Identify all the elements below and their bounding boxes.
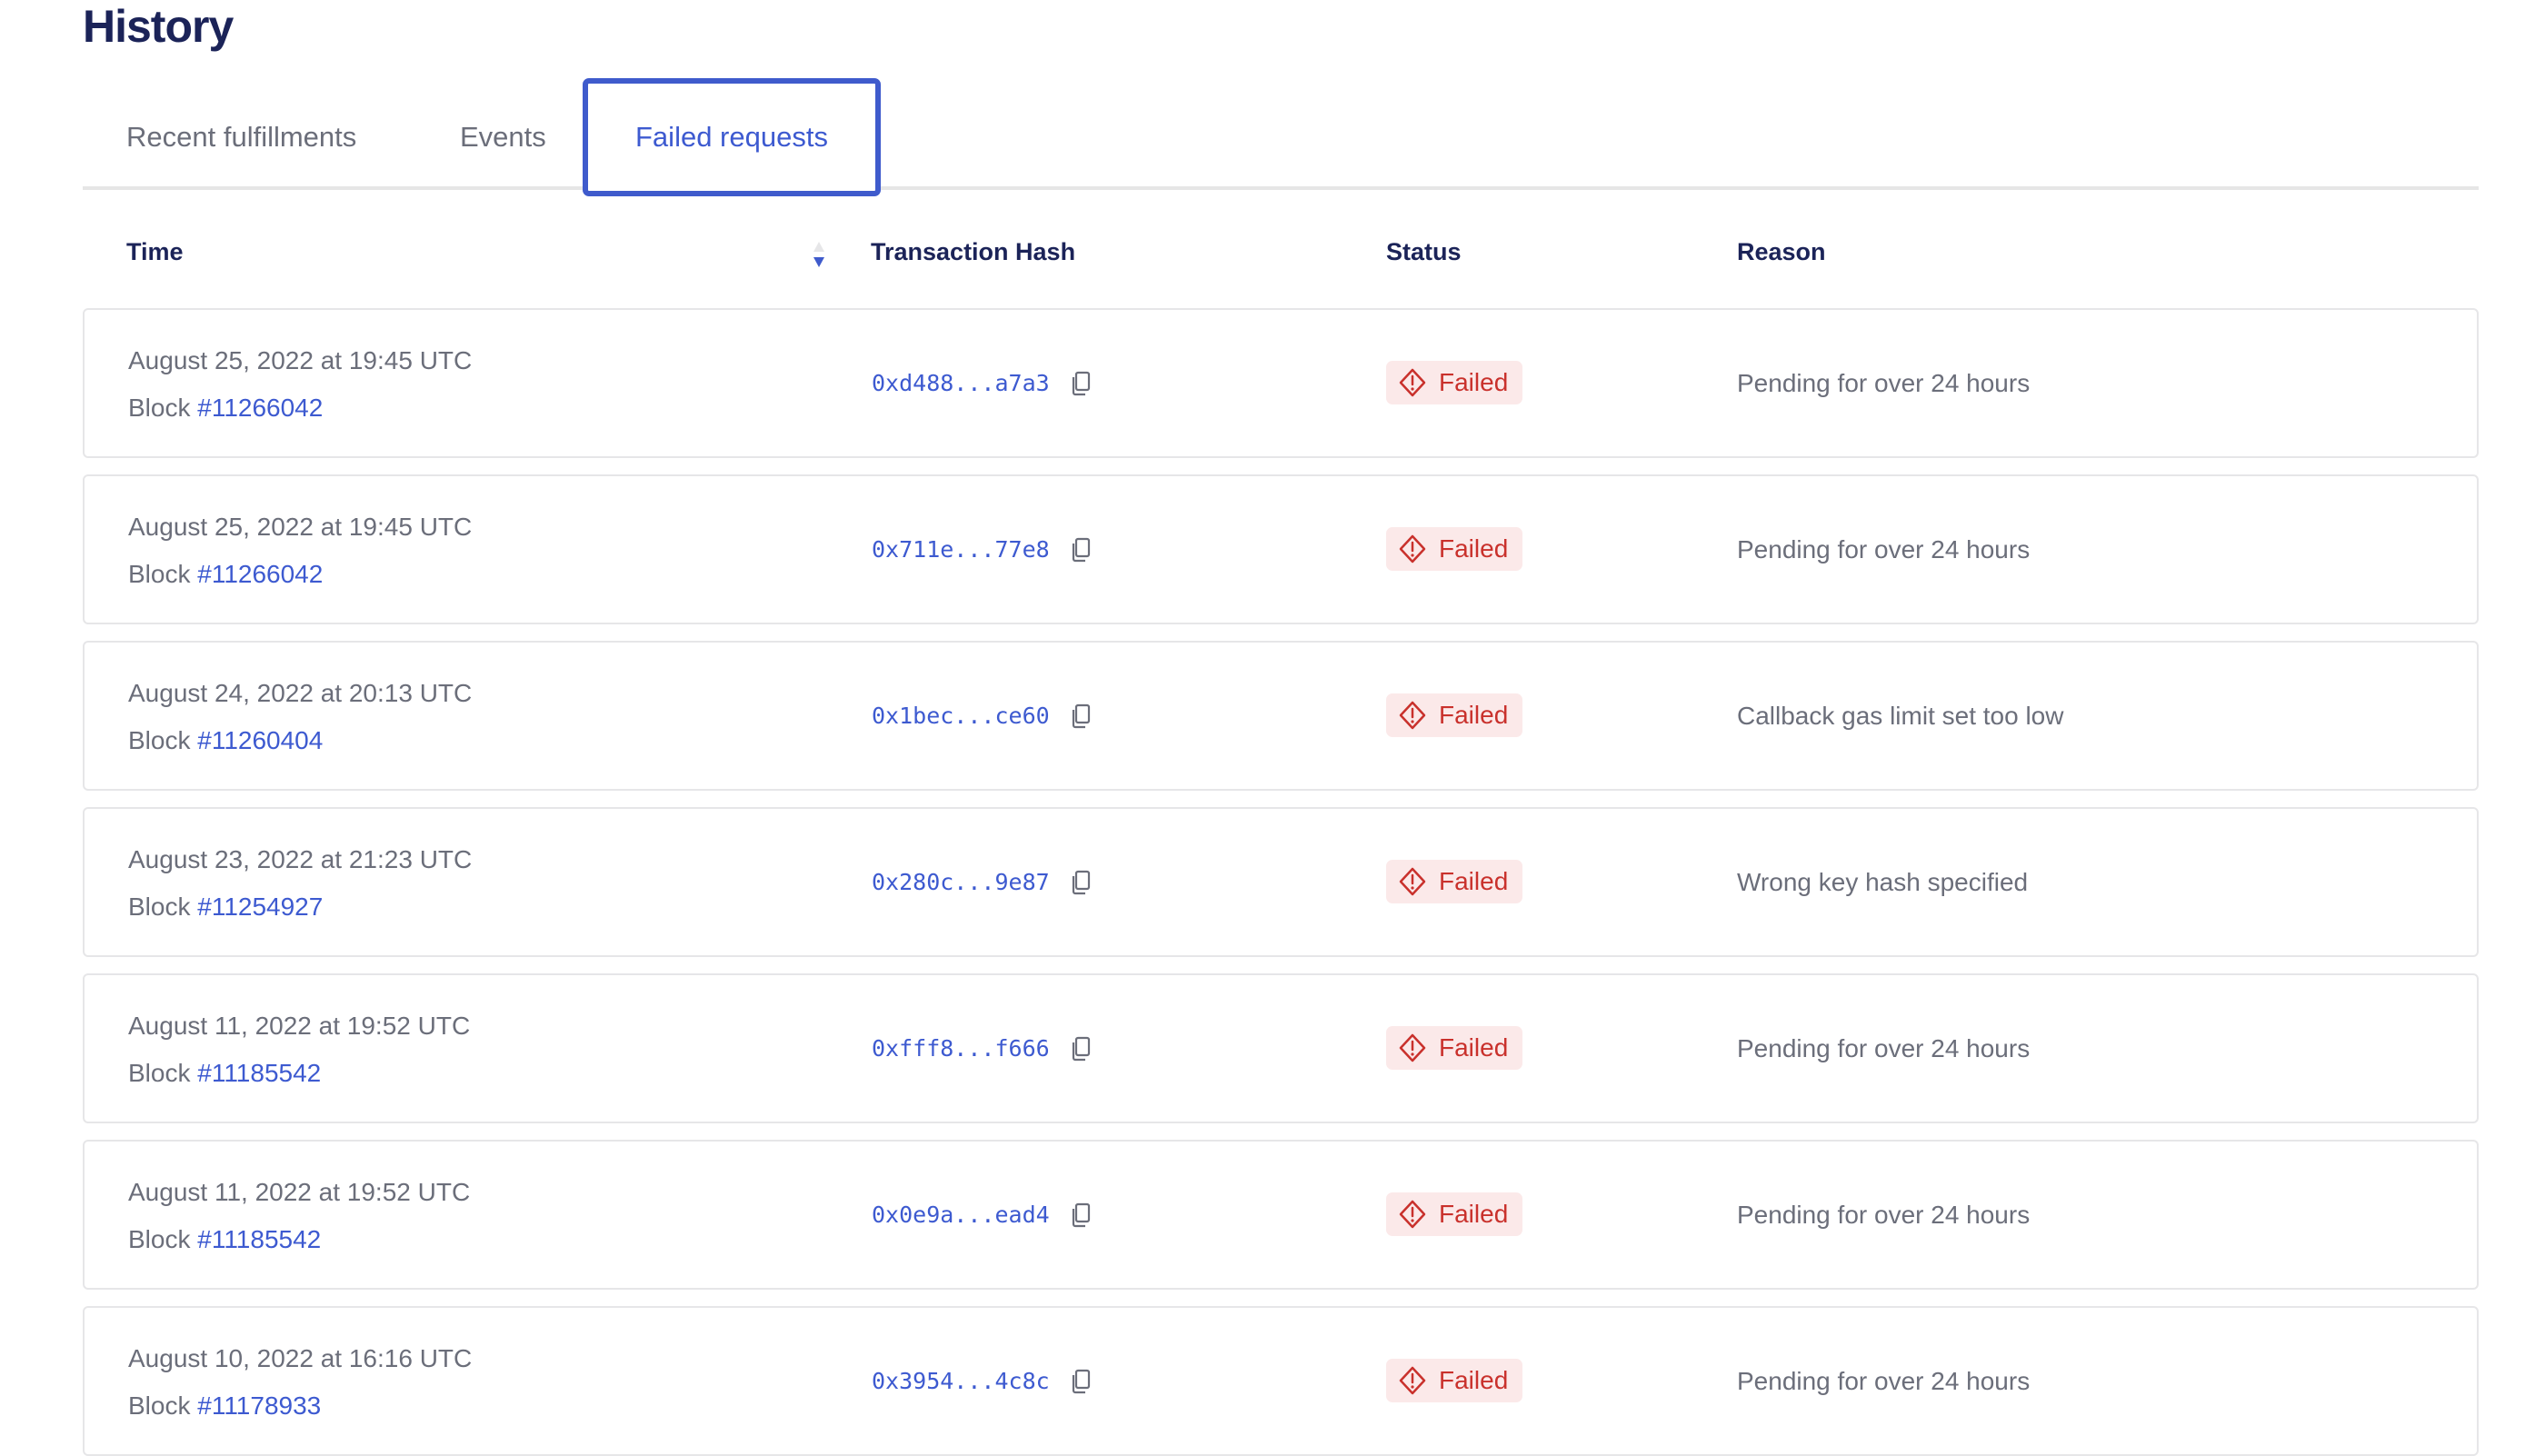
transaction-hash-link[interactable]: 0xd488...a7a3 [872,370,1050,396]
row-block: Block #11266042 [128,560,323,589]
transaction-hash[interactable]: 0xd488...a7a3 [872,310,1092,456]
tab-failed-requests[interactable]: Failed requests [583,78,881,196]
copy-icon[interactable] [1070,1202,1092,1228]
column-header-status: Status [1386,238,1462,265]
copy-icon[interactable] [1070,1036,1092,1062]
transaction-hash-link[interactable]: 0xfff8...f666 [872,1035,1050,1062]
row-block: Block #11178933 [128,1391,321,1421]
transaction-hash-link[interactable]: 0x3954...4c8c [872,1368,1050,1394]
block-link[interactable]: #11266042 [197,560,324,588]
row-block: Block #11266042 [128,394,323,423]
block-link[interactable]: #11260404 [197,726,324,754]
copy-icon[interactable] [1070,703,1092,729]
table-row: August 24, 2022 at 20:13 UTC Block #1126… [83,641,2479,791]
tab-bar: Recent fulfillments Events Failed reques… [83,78,2479,196]
tab-events[interactable]: Events [460,121,546,153]
sort-descending-icon[interactable] [812,242,826,269]
table-row: August 25, 2022 at 19:45 UTC Block #1126… [83,474,2479,624]
status-badge: Failed [1386,361,1523,404]
row-block: Block #11185542 [128,1225,321,1254]
status-badge: Failed [1386,527,1523,571]
row-block: Block #11254927 [128,893,323,922]
warning-diamond-icon [1399,1366,1426,1395]
status-label: Failed [1439,368,1509,396]
row-date: August 23, 2022 at 21:23 UTC [128,845,473,873]
warning-diamond-icon [1399,701,1426,730]
failure-reason: Callback gas limit set too low [1737,702,2064,730]
transaction-hash[interactable]: 0x3954...4c8c [872,1308,1092,1454]
column-header-time[interactable]: Time [126,238,184,265]
tab-divider [83,186,2479,190]
status-badge: Failed [1386,1359,1523,1402]
transaction-hash-link[interactable]: 0x1bec...ce60 [872,703,1050,729]
transaction-hash[interactable]: 0x1bec...ce60 [872,643,1092,789]
row-date: August 24, 2022 at 20:13 UTC [128,679,473,707]
row-block: Block #11260404 [128,726,323,755]
block-label: Block [128,1059,198,1087]
table-row: August 25, 2022 at 19:45 UTC Block #1126… [83,308,2479,458]
table-row: August 11, 2022 at 19:52 UTC Block #1118… [83,1140,2479,1290]
transaction-hash[interactable]: 0xfff8...f666 [872,975,1092,1122]
transaction-hash[interactable]: 0x0e9a...ead4 [872,1142,1092,1288]
block-label: Block [128,1225,198,1253]
failure-reason: Pending for over 24 hours [1737,1201,2031,1229]
transaction-hash-link[interactable]: 0x0e9a...ead4 [872,1202,1050,1228]
status-badge: Failed [1386,1026,1523,1070]
failure-reason: Pending for over 24 hours [1737,1367,2031,1395]
column-header-transaction-hash: Transaction Hash [871,238,1076,265]
failure-reason: Pending for over 24 hours [1737,535,2031,563]
warning-diamond-icon [1399,1200,1426,1229]
block-link[interactable]: #11254927 [197,893,324,921]
block-label: Block [128,394,198,422]
copy-icon[interactable] [1070,371,1092,396]
block-label: Block [128,560,198,588]
warning-diamond-icon [1399,534,1426,563]
warning-diamond-icon [1399,867,1426,896]
failure-reason: Pending for over 24 hours [1737,369,2031,397]
warning-diamond-icon [1399,368,1426,397]
status-label: Failed [1439,1366,1509,1394]
table-row: August 23, 2022 at 21:23 UTC Block #1125… [83,807,2479,957]
failure-reason: Wrong key hash specified [1737,868,2029,896]
block-link[interactable]: #11185542 [197,1225,322,1253]
block-label: Block [128,893,198,921]
page-title: History [83,1,234,52]
status-label: Failed [1439,534,1509,563]
status-label: Failed [1439,1200,1509,1228]
column-header-reason: Reason [1737,238,1826,265]
row-date: August 25, 2022 at 19:45 UTC [128,346,473,374]
status-label: Failed [1439,867,1509,895]
row-date: August 11, 2022 at 19:52 UTC [128,1012,471,1040]
block-label: Block [128,726,198,754]
copy-icon[interactable] [1070,870,1092,895]
block-link[interactable]: #11178933 [197,1391,322,1420]
status-badge: Failed [1386,1192,1523,1236]
transaction-hash[interactable]: 0x280c...9e87 [872,809,1092,955]
row-date: August 10, 2022 at 16:16 UTC [128,1344,473,1372]
status-label: Failed [1439,1033,1509,1062]
row-date: August 11, 2022 at 19:52 UTC [128,1178,471,1206]
table-row: August 11, 2022 at 19:52 UTC Block #1118… [83,973,2479,1123]
failure-reason: Pending for over 24 hours [1737,1034,2031,1062]
copy-icon[interactable] [1070,1369,1092,1394]
tab-recent-fulfillments[interactable]: Recent fulfillments [126,121,357,153]
block-link[interactable]: #11185542 [197,1059,322,1087]
status-badge: Failed [1386,693,1523,737]
block-link[interactable]: #11266042 [197,394,324,422]
transaction-hash-link[interactable]: 0x280c...9e87 [872,869,1050,895]
row-date: August 25, 2022 at 19:45 UTC [128,513,473,541]
warning-diamond-icon [1399,1033,1426,1062]
status-label: Failed [1439,701,1509,729]
row-block: Block #11185542 [128,1059,321,1088]
copy-icon[interactable] [1070,537,1092,563]
transaction-hash[interactable]: 0x711e...77e8 [872,476,1092,623]
transaction-hash-link[interactable]: 0x711e...77e8 [872,536,1050,563]
table-row: August 10, 2022 at 16:16 UTC Block #1117… [83,1306,2479,1456]
block-label: Block [128,1391,198,1420]
status-badge: Failed [1386,860,1523,903]
